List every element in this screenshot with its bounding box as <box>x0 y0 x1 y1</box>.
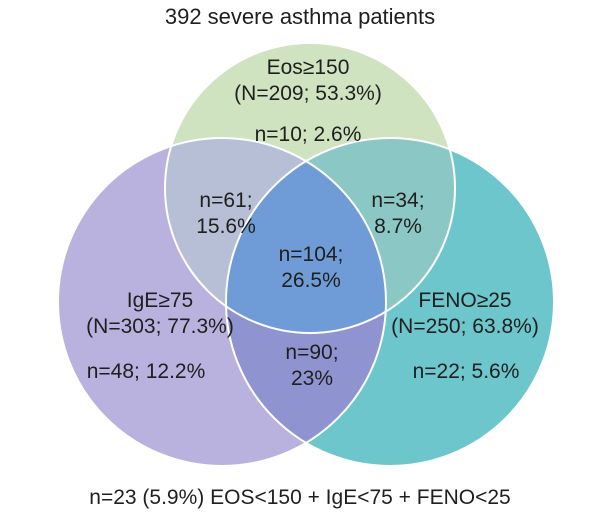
feno-outline <box>225 137 555 467</box>
none-group-footnote: n=23 (5.9%) EOS<150 + IgE<75 + FENO<25 <box>89 486 510 509</box>
ige-outline <box>57 137 387 467</box>
eos-ige-count: n=61; <box>199 189 252 212</box>
diagram-title: 392 severe asthma patients <box>165 4 435 29</box>
all-three-percent: 26.5% <box>281 269 341 292</box>
eos-ige-percent: 15.6% <box>196 215 256 238</box>
ige-only-count: n=48; 12.2% <box>87 360 206 383</box>
feno-set-stats: (N=250; 63.8%) <box>391 315 539 338</box>
eos-set-stats: (N=209; 53.3%) <box>234 82 382 105</box>
ige-feno-count: n=90; <box>285 341 338 364</box>
ige-feno-percent: 23% <box>291 367 333 390</box>
feno-set-name: FENO≥25 <box>418 289 511 312</box>
eos-set-name: Eos≥150 <box>267 56 350 79</box>
feno-only-count: n=22; 5.6% <box>413 360 520 383</box>
eos-feno-percent: 8.7% <box>374 215 422 238</box>
eos-feno-count: n=34; <box>371 189 424 212</box>
triple-overlap <box>226 138 386 333</box>
ige-set-name: IgE≥75 <box>127 289 193 312</box>
ige-set-stats: (N=303; 77.3%) <box>86 315 234 338</box>
eos-outline <box>164 42 456 334</box>
all-three-count: n=104; <box>279 243 344 266</box>
eos-only-count: n=10; 2.6% <box>255 123 362 146</box>
